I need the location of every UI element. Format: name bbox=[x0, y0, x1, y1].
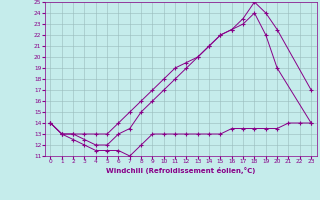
X-axis label: Windchill (Refroidissement éolien,°C): Windchill (Refroidissement éolien,°C) bbox=[106, 167, 255, 174]
